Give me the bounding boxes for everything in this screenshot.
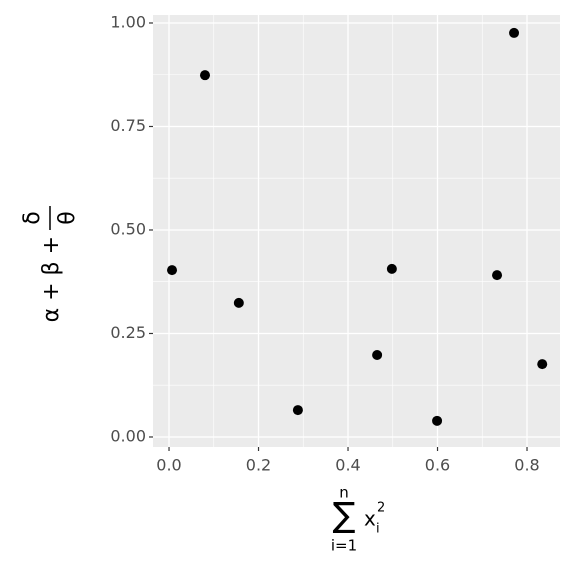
x-label-operator: ∑ <box>333 496 356 536</box>
y-tick-label: 1.00 <box>110 12 146 31</box>
x-label-base: x <box>364 507 376 531</box>
x-tick-label: 0.0 <box>156 456 181 475</box>
x-label-upper: n <box>339 484 349 502</box>
y-axis-label: α + β + δ θ <box>20 206 80 322</box>
point <box>432 415 443 426</box>
grid <box>153 15 560 447</box>
x-tick-label: 0.8 <box>514 456 539 475</box>
point <box>233 297 244 308</box>
y-tick-label: 0.25 <box>110 323 146 342</box>
point <box>386 263 397 274</box>
point <box>167 265 178 276</box>
panel <box>153 15 560 447</box>
x-label-subscript: i <box>376 522 380 537</box>
x-tick-label: 0.2 <box>246 456 271 475</box>
point <box>199 70 210 81</box>
point <box>372 350 383 361</box>
x-tick-label: 0.6 <box>425 456 450 475</box>
y-label-numerator: δ <box>20 211 45 224</box>
y-tick-label: 0.75 <box>110 116 146 135</box>
point <box>292 405 303 416</box>
y-label-denominator: θ <box>55 211 80 224</box>
x-label-lower: i=1 <box>331 537 357 555</box>
y-tick-label: 0.50 <box>110 219 146 238</box>
point <box>492 270 503 281</box>
x-axis-label: ∑ n i=1 x i 2 <box>331 484 385 555</box>
point <box>509 27 520 38</box>
point <box>537 359 548 370</box>
x-tick-label: 0.4 <box>335 456 360 475</box>
x-label-superscript: 2 <box>377 501 385 516</box>
y-label-main: α + β + <box>39 236 64 322</box>
y-tick-label: 0.00 <box>110 426 146 445</box>
